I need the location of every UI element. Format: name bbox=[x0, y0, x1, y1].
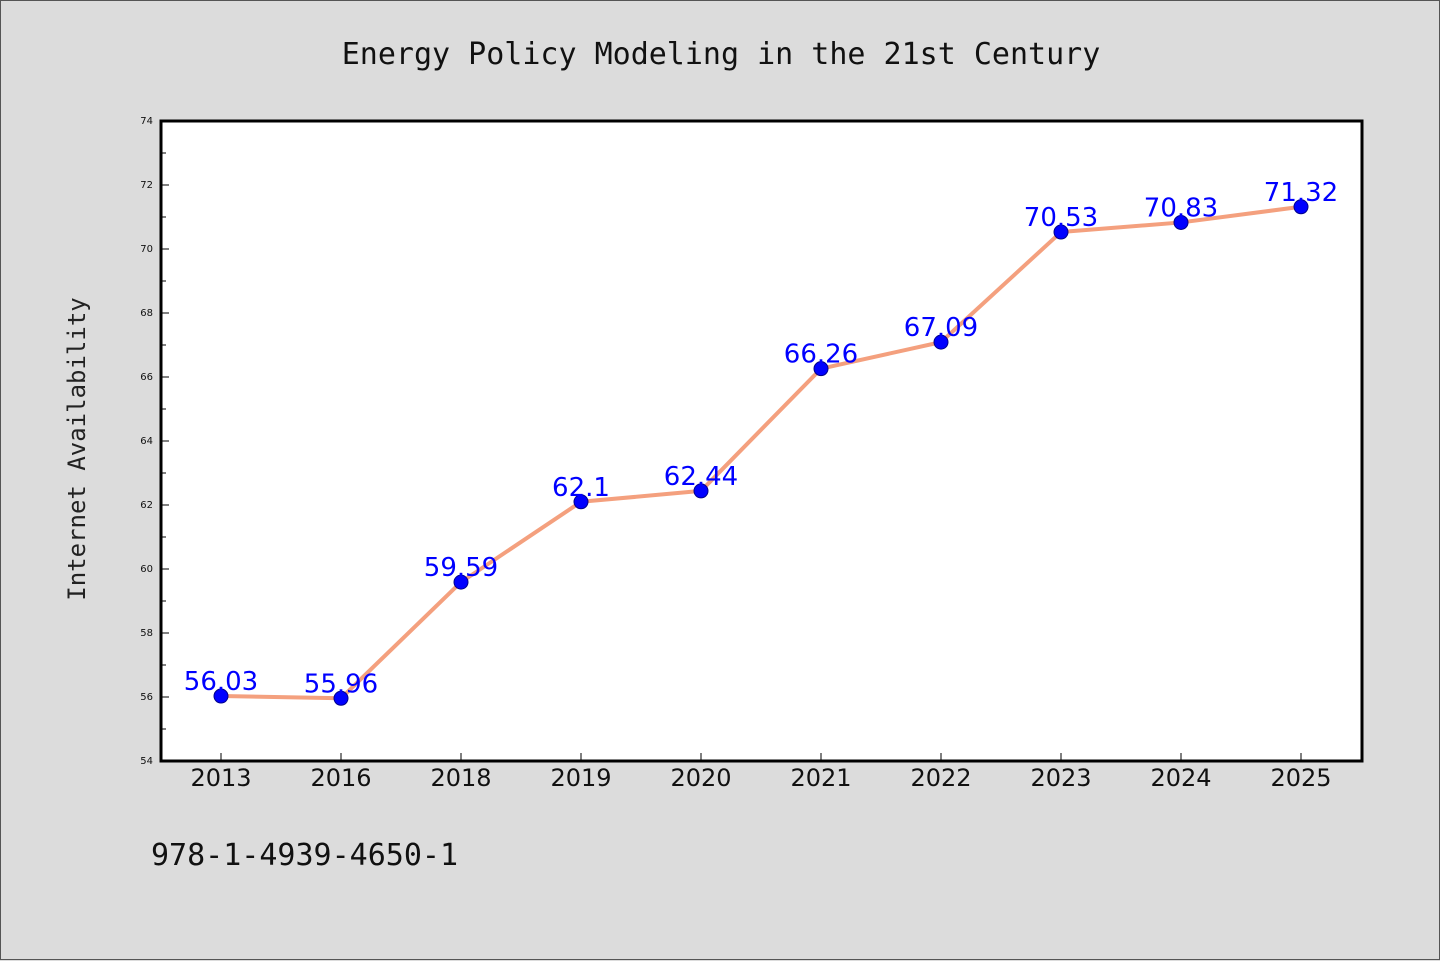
y-tick-label-58: 58 bbox=[140, 628, 153, 639]
data-point-2016 bbox=[333, 690, 349, 706]
data-point-2024 bbox=[1173, 214, 1189, 230]
x-tick-label-2013: 2013 bbox=[190, 764, 251, 792]
data-label-2024: 70.83 bbox=[1144, 193, 1218, 223]
y-tick-label-74: 74 bbox=[140, 116, 153, 127]
plot-area bbox=[159, 119, 1364, 763]
data-point-2013 bbox=[213, 688, 229, 704]
y-tick-label-68: 68 bbox=[140, 308, 153, 319]
y-tick-label-72: 72 bbox=[140, 180, 153, 191]
y-tick-label-60: 60 bbox=[140, 564, 153, 575]
series-line bbox=[220, 204, 1302, 701]
y-tick-label-54: 54 bbox=[140, 756, 153, 767]
x-tick-label-2022: 2022 bbox=[910, 764, 971, 792]
data-label-2023: 70.53 bbox=[1024, 203, 1098, 233]
y-tick-label-56: 56 bbox=[140, 692, 153, 703]
data-label-2018: 59.59 bbox=[424, 553, 498, 583]
x-tick-label-2020: 2020 bbox=[670, 764, 731, 792]
x-tick-label-2024: 2024 bbox=[1150, 764, 1211, 792]
data-point-2021 bbox=[813, 361, 829, 377]
data-point-2023 bbox=[1053, 224, 1069, 240]
data-point-2020 bbox=[693, 483, 709, 499]
x-axis: 2013 2016 2018 2019 2020 2021 2022 2023 2024 2025 bbox=[190, 753, 1332, 792]
footnote-isbn: 978-1-4939-4650-1 bbox=[151, 838, 458, 873]
y-tick-label-62: 62 bbox=[140, 500, 153, 511]
data-point-2025 bbox=[1293, 199, 1309, 215]
y-tick-label-66: 66 bbox=[140, 372, 153, 383]
data-point-2022 bbox=[933, 334, 949, 350]
data-label-2013: 56.03 bbox=[184, 667, 258, 697]
chart-title: Energy Policy Modeling in the 21st Centu… bbox=[342, 37, 1101, 72]
y-axis-label: Internet Availability bbox=[63, 297, 91, 600]
x-tick-label-2018: 2018 bbox=[430, 764, 491, 792]
series: 56.03 55.96 59.59 62.1 62.44 66.26 67.09 70.53 7… bbox=[184, 178, 1338, 706]
x-tick-label-2016: 2016 bbox=[310, 764, 371, 792]
data-label-2022: 67.09 bbox=[904, 313, 978, 343]
data-point-2018 bbox=[453, 574, 469, 590]
y-axis: 54 56 58 60 62 64 66 68 70 72 74 bbox=[140, 116, 169, 767]
x-tick-label-2021: 2021 bbox=[790, 764, 851, 792]
y-tick-label-64: 64 bbox=[140, 436, 153, 447]
x-tick-label-2019: 2019 bbox=[550, 764, 611, 792]
x-tick-label-2023: 2023 bbox=[1030, 764, 1091, 792]
y-tick-label-70: 70 bbox=[140, 244, 153, 255]
data-label-2025: 71.32 bbox=[1264, 178, 1338, 208]
data-label-2019: 62.1 bbox=[552, 473, 610, 503]
data-label-2020: 62.44 bbox=[664, 462, 738, 492]
data-label-2016: 55.96 bbox=[304, 669, 378, 699]
data-point-2019 bbox=[573, 494, 589, 510]
x-tick-label-2025: 2025 bbox=[1270, 764, 1331, 792]
data-label-2021: 66.26 bbox=[784, 340, 858, 370]
